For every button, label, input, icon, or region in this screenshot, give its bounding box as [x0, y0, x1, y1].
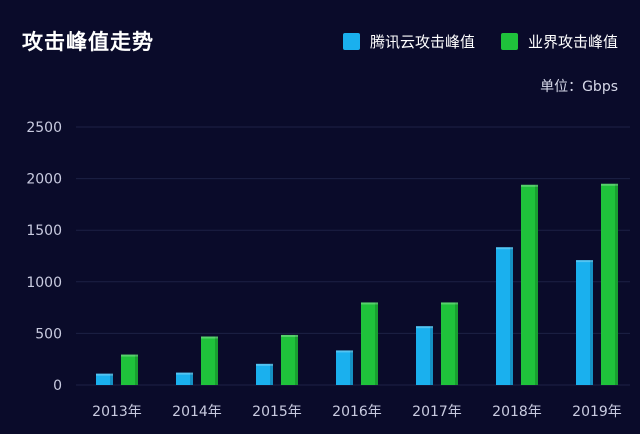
y-tick-label: 1000 — [26, 275, 62, 291]
bar-shade — [270, 363, 273, 385]
y-tick-label: 500 — [35, 326, 62, 342]
bar-highlight — [496, 247, 513, 250]
bar-highlight — [176, 372, 193, 375]
bar-tencent — [416, 326, 433, 385]
bar-highlight — [336, 350, 353, 353]
bar-tencent — [496, 247, 513, 385]
bar-highlight — [416, 326, 433, 329]
bar-highlight — [201, 336, 218, 339]
bar-highlight — [256, 363, 273, 366]
bar-industry — [521, 184, 538, 385]
x-tick-label: 2017年 — [412, 404, 462, 420]
bar-shade — [375, 302, 378, 385]
bar-tencent — [96, 373, 113, 385]
bar-industry — [601, 183, 618, 385]
bar-shade — [215, 336, 218, 385]
bar-shade — [190, 372, 193, 385]
legend-item-tencent[interactable]: 腾讯云攻击峰值 — [342, 31, 475, 52]
bar-industry — [361, 302, 378, 385]
y-tick-label: 1500 — [26, 223, 62, 239]
bar-shade — [110, 373, 113, 385]
bar-highlight — [601, 183, 618, 186]
bar-industry — [441, 302, 458, 385]
bar-highlight — [441, 302, 458, 305]
x-tick-label: 2014年 — [172, 404, 222, 420]
chart-title: 攻击峰值走势 — [22, 30, 154, 54]
bar-highlight — [521, 184, 538, 187]
bar-shade — [135, 354, 138, 385]
bar-shade — [350, 350, 353, 385]
bar-shade — [295, 334, 298, 385]
bar-shade — [430, 326, 433, 385]
bar-highlight — [576, 260, 593, 263]
x-tick-label: 2019年 — [572, 404, 622, 420]
bar-industry — [281, 334, 298, 385]
legend-label-industry: 业界攻击峰值 — [527, 33, 618, 51]
x-tick-label: 2015年 — [252, 404, 302, 420]
x-tick-label: 2013年 — [92, 404, 142, 420]
legend-swatch-industry — [500, 33, 518, 50]
bar-tencent — [176, 372, 193, 385]
bar-tencent — [576, 260, 593, 385]
unit-label: 单位：Gbps — [540, 79, 618, 95]
legend-label-tencent: 腾讯云攻击峰值 — [369, 33, 475, 51]
y-tick-label: 0 — [53, 378, 62, 394]
bar-highlight — [121, 354, 138, 357]
bar-shade — [535, 184, 538, 385]
bar-tencent — [336, 350, 353, 385]
x-tick-label: 2016年 — [332, 404, 382, 420]
bar-tencent — [256, 363, 273, 385]
bar-shade — [590, 260, 593, 385]
legend-item-industry[interactable]: 业界攻击峰值 — [500, 31, 618, 52]
bar-shade — [510, 247, 513, 385]
bar-shade — [455, 302, 458, 385]
bar-highlight — [361, 302, 378, 305]
bar-highlight — [96, 373, 113, 376]
bar-highlight — [281, 334, 298, 337]
bar-industry — [201, 336, 218, 385]
legend: 腾讯云攻击峰值 业界攻击峰值 — [317, 31, 618, 52]
legend-swatch-tencent — [342, 33, 360, 50]
bar-industry — [121, 354, 138, 385]
y-tick-label: 2500 — [26, 120, 62, 136]
bar-shade — [615, 183, 618, 385]
y-tick-label: 2000 — [26, 172, 62, 188]
x-tick-label: 2018年 — [492, 404, 542, 420]
